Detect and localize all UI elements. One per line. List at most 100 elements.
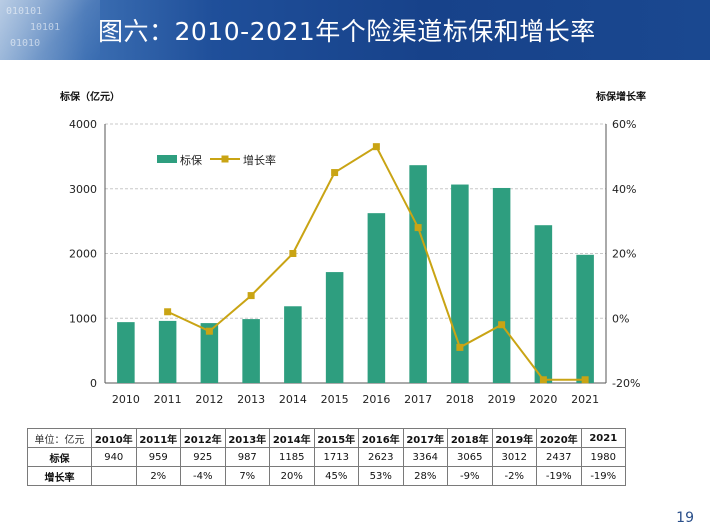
line-point-2012 (205, 327, 213, 335)
table-cell: 53% (358, 466, 404, 486)
left-axis-label: 标保（亿元） (59, 90, 120, 103)
page-title: 图六：2010-2021年个险渠道标保和增长率 (98, 17, 596, 46)
chart-legend: 标保 增长率 (157, 153, 276, 167)
table-row: 标保 940 959 925 987 1185 1713 2623 3364 3065 3012 24… (27, 447, 626, 467)
line-point-2017 (414, 224, 422, 232)
table-cell: -9% (447, 466, 493, 486)
table-cell: 20% (269, 466, 315, 486)
x-tick-label: 2016 (362, 393, 390, 406)
bar-2014 (284, 306, 302, 383)
table-cell: 1185 (269, 447, 315, 467)
table-year-header: 2019年 (491, 428, 537, 448)
bar-2015 (325, 272, 344, 383)
line-point-2020 (539, 376, 547, 384)
x-axis-ticks: 2010 2011 2012 2013 2014 2015 2016 2017 2018 2019… (112, 393, 599, 406)
left-tick-label: 2000 (69, 248, 97, 261)
table-cell: 940 (91, 447, 137, 467)
line-point-2013 (247, 292, 255, 300)
table-cell: 3364 (402, 447, 448, 467)
right-tick-label: 0% (612, 312, 629, 325)
left-tick-label: 3000 (69, 183, 97, 196)
table-cell: 1713 (313, 447, 359, 467)
table-cell: 28% (402, 466, 448, 486)
x-tick-label: 2019 (488, 393, 516, 406)
table-year-header: 2014年 (269, 428, 315, 448)
table-year-header: 2010年 (91, 428, 137, 448)
binary-deco-3: 01010 (10, 38, 41, 49)
table-year-header: 2013年 (224, 428, 270, 448)
right-tick-label: 40% (612, 183, 636, 196)
table-cell (91, 466, 137, 486)
bar-2019 (492, 187, 511, 383)
bar-2018 (451, 184, 469, 383)
table-cell: 7% (224, 466, 270, 486)
x-tick-label: 2010 (112, 393, 140, 406)
binary-deco-1: 010101 (6, 6, 43, 17)
table-year-header: 2017年 (402, 428, 448, 448)
right-axis-ticks: -20% 0% 20% 40% 60% (612, 118, 640, 390)
table-cell: 2% (135, 466, 181, 486)
bar-2010 (117, 322, 135, 383)
table-cell: 987 (224, 447, 270, 467)
right-tick-label: 20% (612, 248, 636, 261)
bar-series (117, 165, 594, 383)
line-point-2015 (331, 169, 339, 177)
table-year-header: 2012年 (180, 428, 226, 448)
left-tick-label: 4000 (69, 118, 97, 131)
table-cell: -19% (536, 466, 582, 486)
page-number: 19 (676, 510, 694, 526)
table-row: 增长率 2% -4% 7% 20% 45% 53% 28% -9% -2% -19% -19% (27, 466, 626, 486)
bar-2012 (200, 323, 219, 383)
x-tick-label: 2021 (571, 393, 599, 406)
left-tick-label: 0 (90, 377, 97, 390)
x-tick-label: 2011 (154, 393, 182, 406)
bar-2013 (242, 319, 260, 383)
x-tick-label: 2015 (321, 393, 349, 406)
table-cell: -19% (580, 466, 626, 486)
chart-grid (104, 123, 607, 384)
x-tick-label: 2012 (195, 393, 223, 406)
table-row-label: 标保 (27, 447, 92, 467)
bar-2021 (576, 254, 594, 383)
title-banner: 010101 10101 01010 图六：2010-2021年个险渠道标保和增… (0, 0, 710, 60)
line-point-2021 (581, 376, 589, 384)
table-cell: -4% (180, 466, 226, 486)
x-tick-label: 2018 (446, 393, 474, 406)
bar-2020 (534, 225, 553, 383)
x-tick-label: 2013 (237, 393, 265, 406)
line-point-2014 (289, 250, 297, 257)
x-tick-label: 2020 (529, 393, 557, 406)
table-year-header: 2015年 (313, 428, 359, 448)
table-cell: 959 (135, 447, 181, 467)
line-point-2018 (456, 343, 464, 351)
x-tick-label: 2017 (404, 393, 432, 406)
left-tick-label: 1000 (69, 312, 97, 325)
bar-2016 (367, 213, 386, 383)
table-row-label: 增长率 (27, 466, 92, 486)
line-point-2011 (164, 308, 172, 316)
data-table: 单位：亿元 2010年 2011年 2012年 2013年 2014年 2015年 2016年… (27, 428, 626, 486)
bar-2017 (409, 165, 427, 383)
right-axis-label: 标保增长率 (595, 90, 646, 103)
legend-bar-label: 标保 (180, 153, 202, 167)
legend-line-marker (221, 155, 229, 163)
table-cell: 925 (180, 447, 226, 467)
line-point-2019 (498, 321, 506, 329)
table-year-header: 2011年 (135, 428, 181, 448)
table-year-header: 2018年 (447, 428, 493, 448)
x-tick-label: 2014 (279, 393, 307, 406)
right-tick-label: 60% (612, 118, 636, 131)
table-year-header: 2021 (580, 428, 626, 448)
legend-line-label: 增长率 (243, 153, 276, 167)
right-tick-label: -20% (612, 377, 640, 390)
table-cell: 2623 (358, 447, 404, 467)
bar-2011 (158, 320, 177, 383)
table-unit-label: 单位：亿元 (27, 428, 92, 448)
binary-deco-2: 10101 (30, 22, 61, 33)
table-cell: 1980 (580, 447, 626, 467)
banner-decoration (0, 0, 100, 60)
table-cell: 45% (313, 466, 359, 486)
legend-bar-swatch (157, 155, 177, 163)
table-header-row: 单位：亿元 2010年 2011年 2012年 2013年 2014年 2015年 2016年… (27, 428, 626, 448)
